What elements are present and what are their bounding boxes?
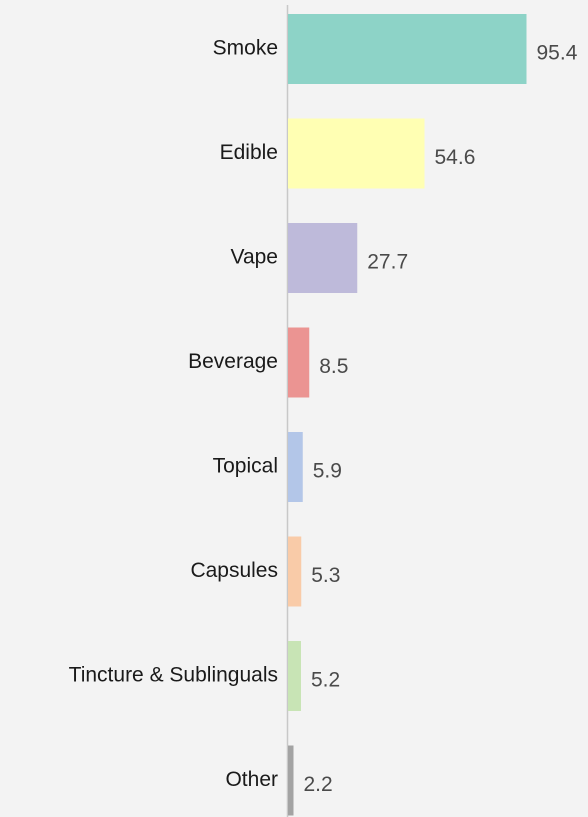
category-label: Tincture & Sublinguals [69, 664, 278, 687]
category-label: Capsules [190, 559, 278, 582]
category-label: Edible [220, 141, 278, 164]
value-label: 5.9 [313, 460, 342, 483]
bar [288, 327, 310, 398]
category-label: Vape [231, 246, 279, 269]
category-label: Smoke [213, 37, 278, 60]
bar [288, 223, 358, 293]
value-label: 5.2 [311, 669, 340, 692]
category-label: Other [225, 768, 278, 791]
bar [288, 745, 294, 816]
category-label: Topical [213, 455, 278, 478]
value-label: 5.3 [311, 564, 340, 587]
value-label: 27.7 [367, 251, 408, 274]
bar [288, 118, 425, 189]
bar [288, 14, 527, 84]
value-label: 2.2 [304, 773, 333, 796]
value-label: 95.4 [537, 42, 578, 65]
bar [288, 432, 303, 502]
value-label: 8.5 [319, 355, 348, 378]
bar [288, 536, 302, 607]
bar [288, 641, 301, 711]
value-label: 54.6 [435, 146, 476, 169]
category-label: Beverage [188, 350, 278, 373]
